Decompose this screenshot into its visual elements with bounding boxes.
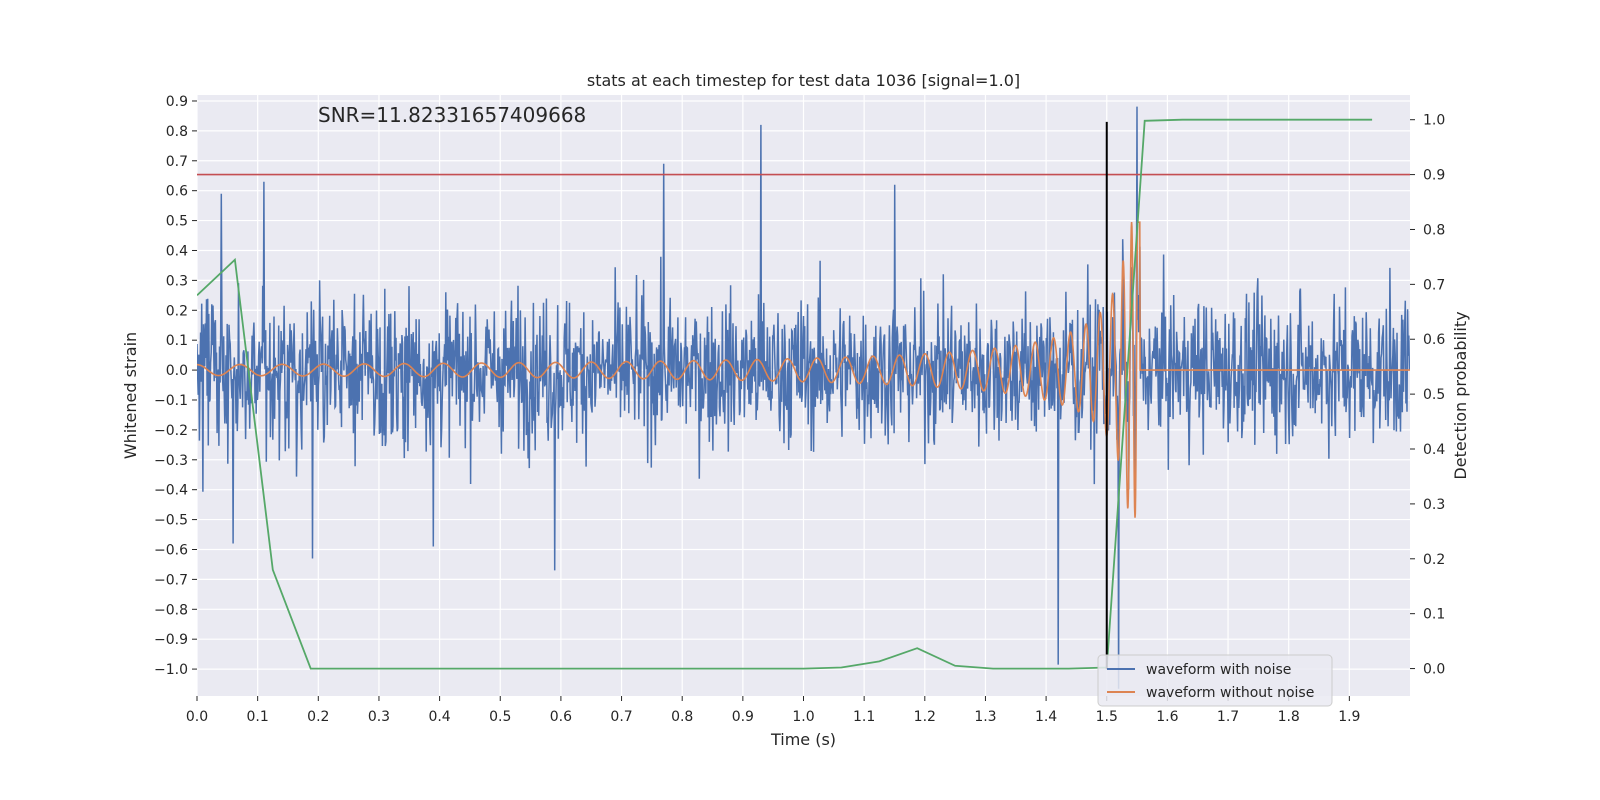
y-tick-label: −0.8 [154,602,188,618]
x-tick-label: 1.4 [1035,709,1057,725]
y2-tick-label: 0.7 [1423,277,1445,293]
x-tick-label: 0.0 [186,709,208,725]
y-tick-label: 0.7 [166,154,188,170]
series-waveform-without-noise [197,221,1410,518]
y-tick-label: −0.4 [154,483,188,499]
x-axis-label: Time (s) [770,730,836,749]
x-tick-label: 0.8 [671,709,693,725]
x-tick-label: 0.4 [428,709,450,725]
x-tick-label: 1.6 [1156,709,1178,725]
y-tick-label: 0.8 [166,124,188,140]
y2-tick-label: 0.2 [1423,552,1445,568]
legend-box [1097,654,1333,707]
y-tick-label: −1.0 [154,662,188,678]
legend-entry-clean: waveform without noise [1146,685,1314,701]
y-tick-label: −0.7 [154,572,188,588]
series-waveform-with-noise [197,106,1410,689]
x-tick-label: 1.1 [853,709,875,725]
y-tick-label: 0.6 [166,184,188,200]
x-tick-label: 0.7 [610,709,632,725]
y2-tick-label: 0.6 [1423,332,1445,348]
x-tick-label: 0.9 [732,709,754,725]
y-tick-label: 0.3 [166,273,188,289]
x-tick-label: 1.5 [1096,709,1118,725]
legend: waveform with noise waveform without noi… [1097,654,1333,707]
y-tick-label: −0.1 [154,393,188,409]
legend-entry-noisy: waveform with noise [1146,662,1291,678]
x-tick-label: 1.9 [1338,709,1360,725]
y-tick-label: −0.2 [154,423,188,439]
y2-tick-label: 1.0 [1423,113,1445,129]
snr-annotation: SNR=11.82331657409668 [318,103,586,127]
y2-tick-label: 0.8 [1423,222,1445,238]
y2-tick-label: 0.5 [1423,387,1445,403]
x-tick-label: 1.7 [1217,709,1239,725]
x-tick-label: 1.0 [792,709,814,725]
chart-title: stats at each timestep for test data 103… [587,71,1020,90]
y-tick-label: 0.9 [166,94,188,110]
y2-tick-label: 0.4 [1423,442,1445,458]
y2-tick-label: 0.3 [1423,497,1445,513]
y-tick-label: −0.3 [154,453,188,469]
x-tick-label: 0.2 [307,709,329,725]
y-tick-label: 0.4 [166,243,188,259]
x-tick-label: 1.3 [974,709,996,725]
y-axis-label: Whitened strain [121,332,140,459]
y-tick-label: −0.6 [154,542,188,558]
y-tick-label: 0.0 [166,363,188,379]
series-detection-probability [197,118,1373,670]
y2-tick-label: 0.1 [1423,607,1445,623]
series-layer [197,106,1410,689]
y-tick-label: −0.5 [154,513,188,529]
y-tick-label: 0.1 [166,333,188,349]
x-tick-label: 0.6 [550,709,572,725]
ticks: 0.0 0.1 0.2 0.3 0.4 0.5 0.6 0.7 0.8 0.9 1.0 1.1 1.2 1… [154,94,1445,725]
grid [196,95,1410,696]
x-tick-label: 0.5 [489,709,511,725]
y2-tick-label: 0.0 [1423,662,1445,678]
x-tick-label: 1.8 [1278,709,1300,725]
x-tick-label: 1.2 [914,709,936,725]
y-tick-label: 0.5 [166,214,188,230]
x-tick-label: 0.1 [247,709,269,725]
y2-axis-label: Detection probability [1451,311,1470,479]
y-tick-label: −0.9 [154,632,188,648]
y-tick-label: 0.2 [166,303,188,319]
y2-tick-label: 0.9 [1423,168,1445,184]
x-tick-label: 0.3 [368,709,390,725]
